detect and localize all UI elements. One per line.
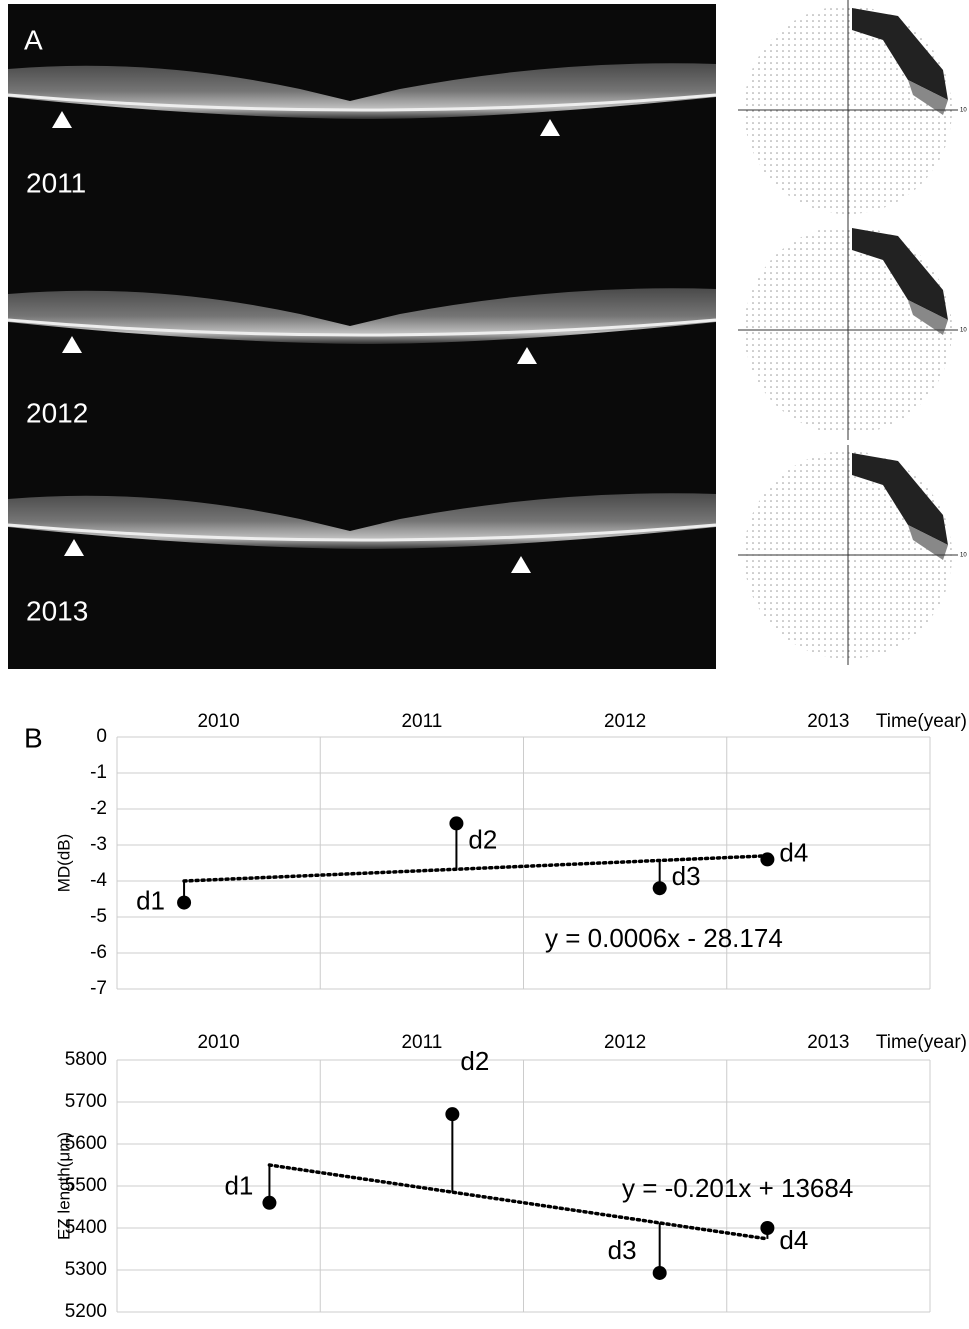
y-tick-label: -7 (90, 978, 107, 999)
y-tick-label: 0 (96, 726, 107, 747)
point-label: d4 (779, 837, 808, 867)
x-axis-label: Time(year) (876, 1032, 967, 1053)
y-axis-label: EZ length(μm) (54, 1132, 73, 1240)
y-tick-label: -1 (90, 762, 107, 783)
figure: A B 2011 2012 2013 10 10 10 -7 -6 -5 -4 -3 -2 -1 0 201… (0, 0, 969, 1324)
y-tick-label: -6 (90, 942, 107, 963)
point-label: d3 (608, 1235, 637, 1265)
y-tick-label: 5800 (65, 1049, 107, 1070)
year-label: 2013 (26, 595, 88, 626)
vf-scale-label: 10 (960, 108, 967, 114)
vf-scale-label: 10 (960, 553, 967, 559)
point-label: d2 (460, 1046, 489, 1076)
x-tick-label: 2011 (401, 711, 442, 732)
panel-label: B (24, 722, 43, 753)
point (177, 896, 191, 910)
vf-scale-label: 10 (960, 328, 967, 334)
y-tick-label: 5200 (65, 1301, 107, 1322)
x-tick-label: 2012 (604, 711, 646, 732)
point (653, 1266, 667, 1280)
y-tick-label: -2 (90, 798, 107, 819)
x-tick-label: 2010 (197, 1032, 239, 1053)
x-tick-label: 2012 (604, 1032, 646, 1053)
y-tick-label: 5300 (65, 1259, 107, 1280)
y-tick-label: 5700 (65, 1091, 107, 1112)
y-tick-label: -3 (90, 834, 107, 855)
y-axis-label: MD(dB) (54, 834, 73, 893)
point (262, 1196, 276, 1210)
year-label: 2011 (26, 167, 86, 198)
point (653, 881, 667, 895)
y-tick-label: -4 (90, 870, 107, 891)
x-tick-label: 2013 (807, 1032, 849, 1053)
point-label: d4 (779, 1225, 808, 1255)
point-label: d2 (468, 824, 497, 854)
x-tick-label: 2011 (401, 1032, 442, 1053)
point (760, 852, 774, 866)
point (445, 1107, 459, 1121)
point-label: d1 (136, 885, 165, 915)
x-tick-label: 2010 (197, 711, 239, 732)
year-label: 2012 (26, 397, 88, 428)
x-axis-label: Time(year) (876, 711, 967, 732)
point-label: d3 (672, 861, 701, 891)
point (449, 816, 463, 830)
panel-label: A (24, 24, 43, 55)
equation: y = -0.201x + 13684 (622, 1173, 853, 1203)
x-tick-label: 2013 (807, 711, 849, 732)
point-label: d1 (224, 1171, 253, 1201)
point (760, 1221, 774, 1235)
equation: y = 0.0006x - 28.174 (545, 923, 783, 953)
y-tick-label: -5 (90, 906, 107, 927)
